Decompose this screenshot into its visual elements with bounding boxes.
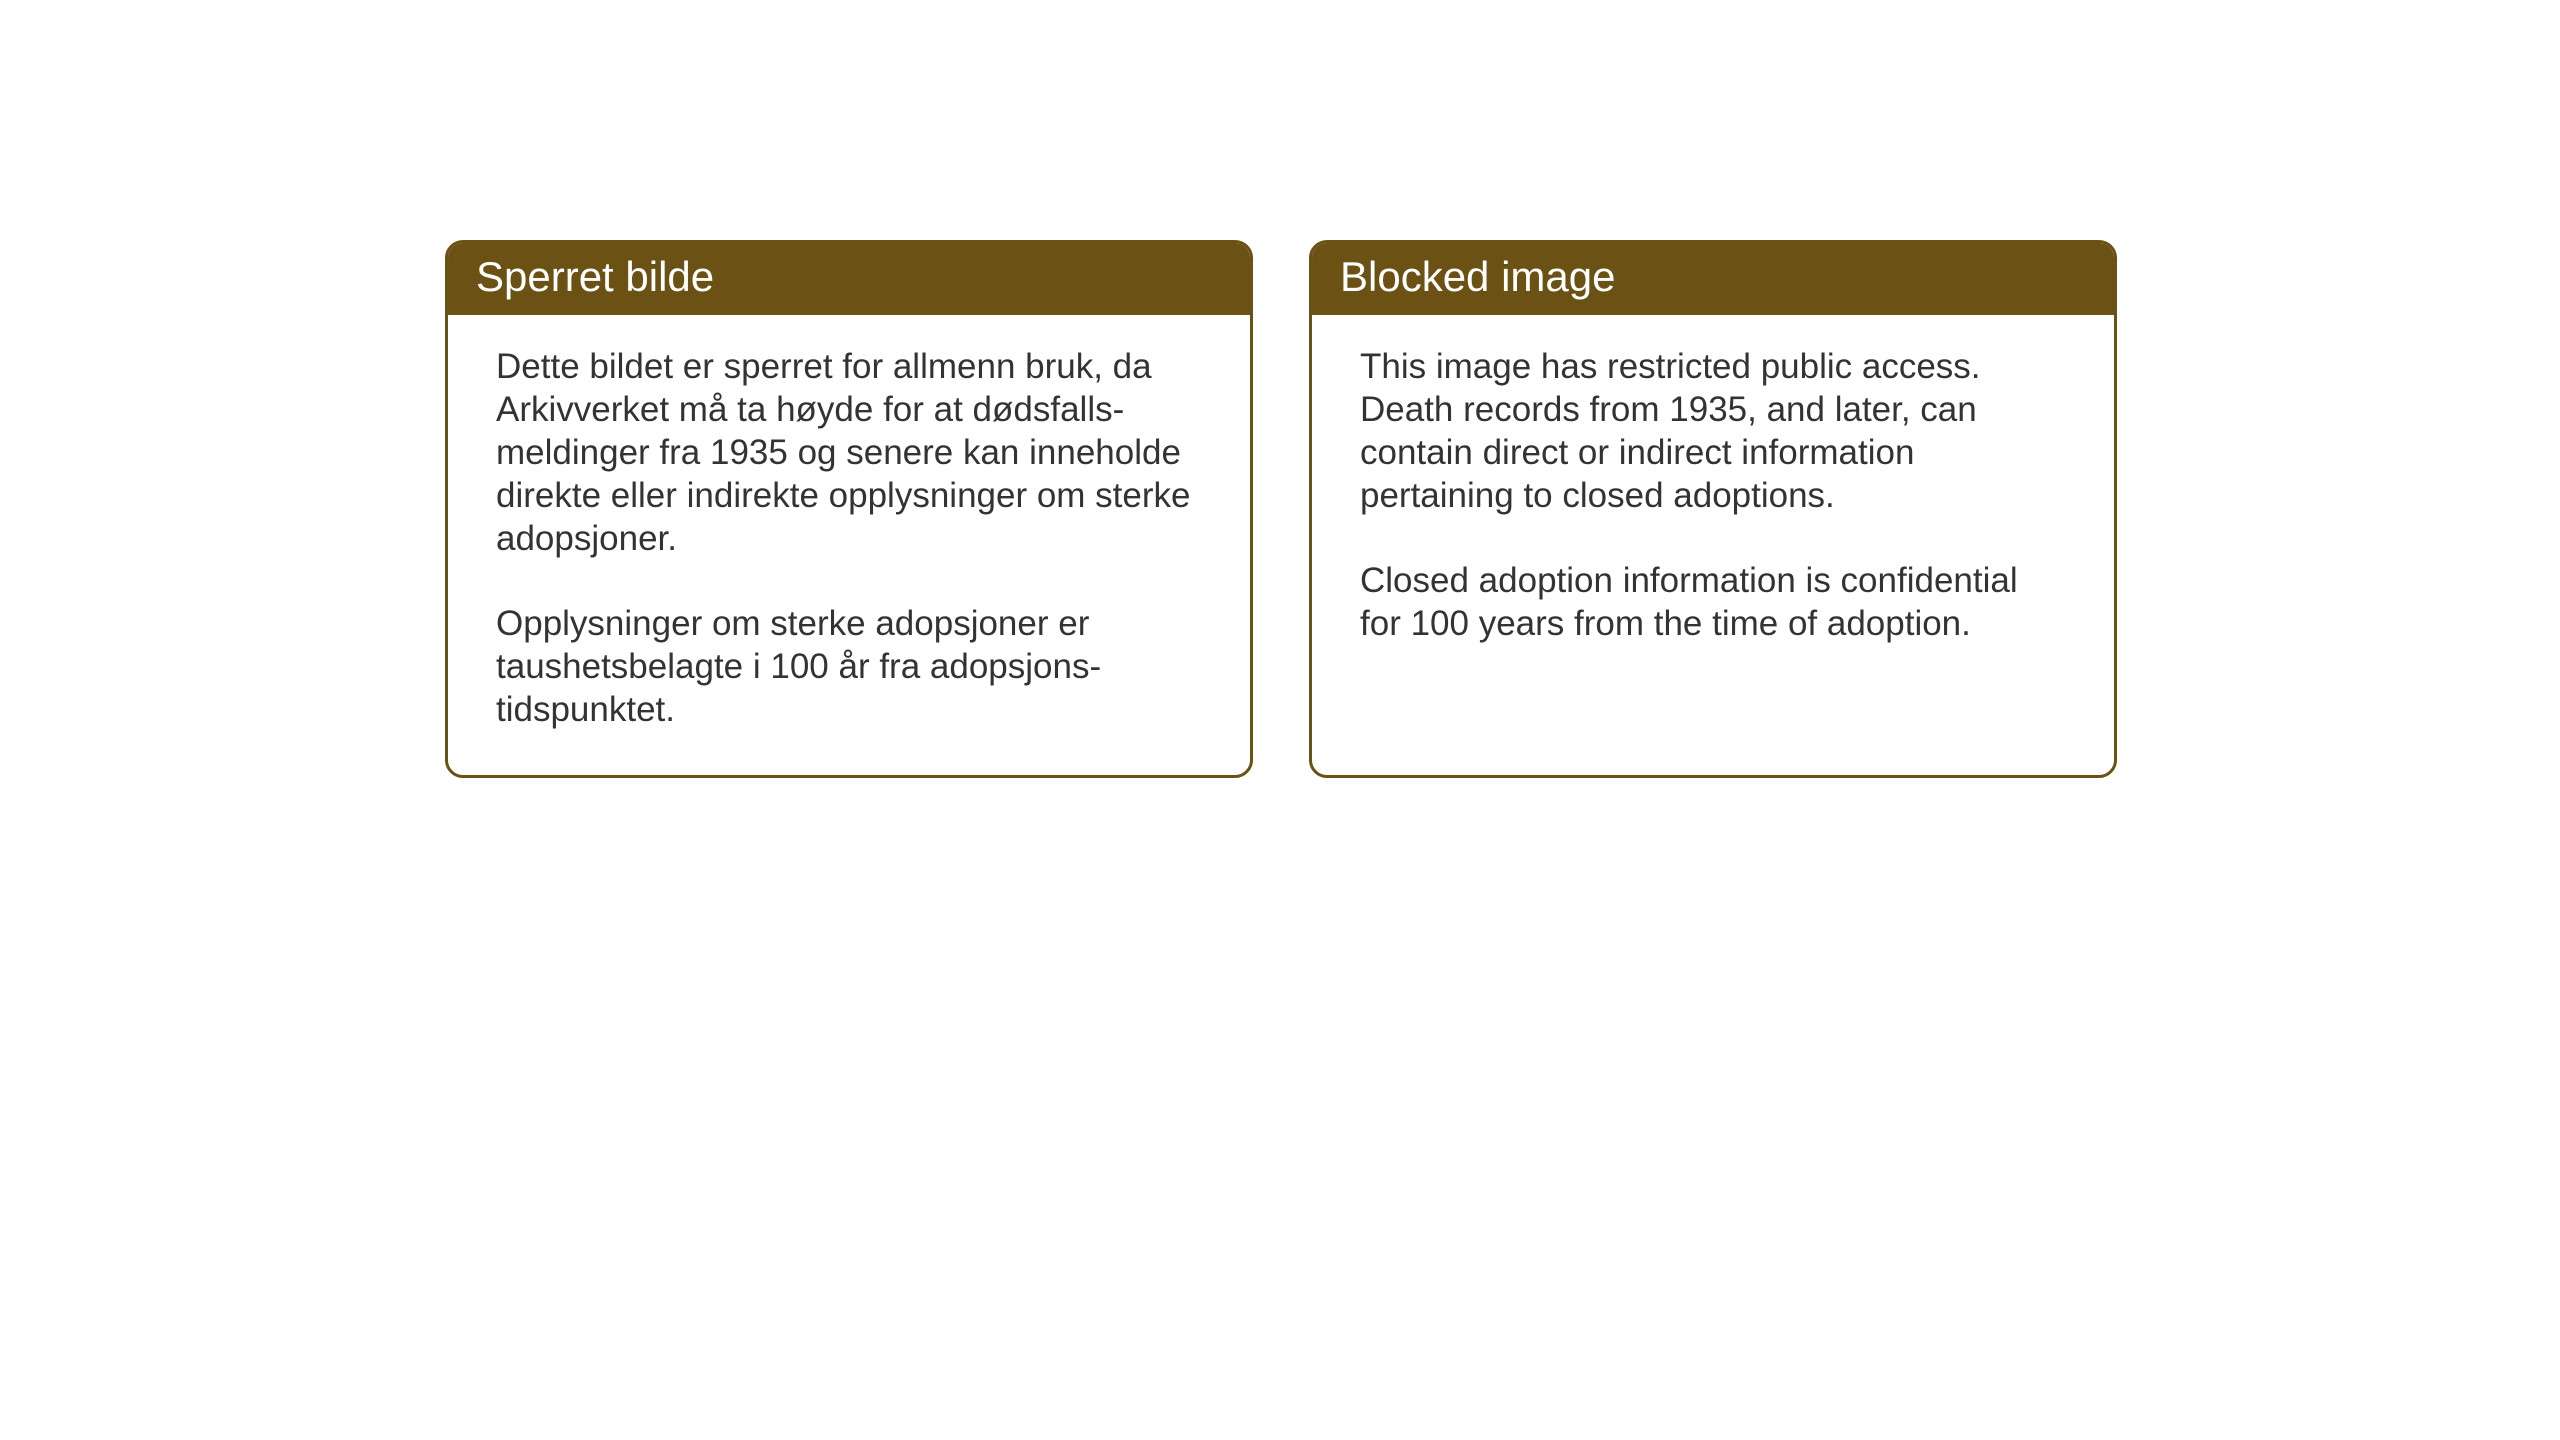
card-paragraph-2: Opplysninger om sterke adopsjoner er tau… bbox=[496, 602, 1202, 731]
card-header-english: Blocked image bbox=[1312, 243, 2114, 315]
card-paragraph-1: This image has restricted public access.… bbox=[1360, 345, 2066, 517]
notice-card-norwegian: Sperret bilde Dette bildet er sperret fo… bbox=[445, 240, 1253, 778]
card-body-english: This image has restricted public access.… bbox=[1312, 315, 2114, 689]
notice-card-english: Blocked image This image has restricted … bbox=[1309, 240, 2117, 778]
card-paragraph-2: Closed adoption information is confident… bbox=[1360, 559, 2066, 645]
notice-cards-container: Sperret bilde Dette bildet er sperret fo… bbox=[445, 240, 2117, 778]
card-paragraph-1: Dette bildet er sperret for allmenn bruk… bbox=[496, 345, 1202, 560]
card-header-norwegian: Sperret bilde bbox=[448, 243, 1250, 315]
card-body-norwegian: Dette bildet er sperret for allmenn bruk… bbox=[448, 315, 1250, 775]
